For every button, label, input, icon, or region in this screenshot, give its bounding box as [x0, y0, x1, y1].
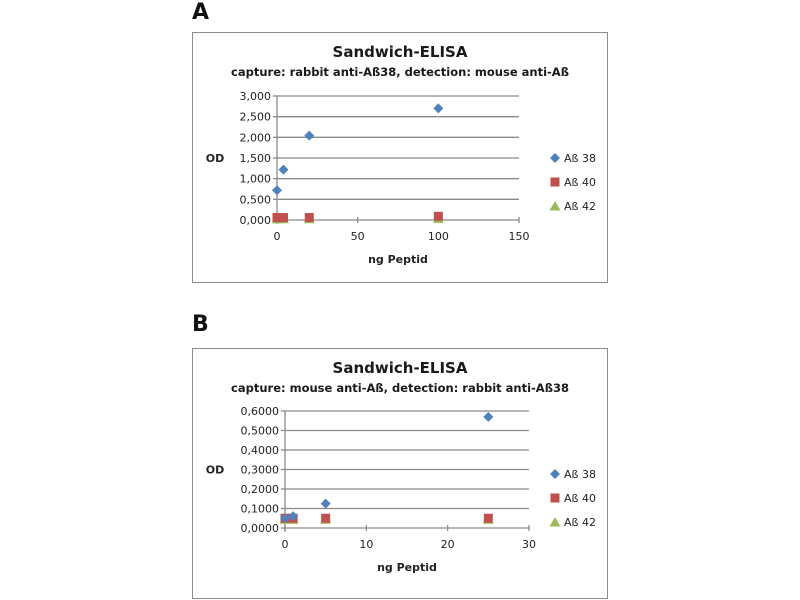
y-tick-label: 0,1000 [241, 503, 280, 516]
panel-label-b: B [192, 312, 209, 337]
legend-label: Aß 42 [564, 516, 596, 529]
data-point-aß40 [433, 211, 443, 221]
chart-subtitle: capture: rabbit anti-Aß38, detection: mo… [231, 65, 569, 79]
y-tick-label: 0,000 [240, 214, 272, 227]
data-point-aß38 [320, 498, 331, 509]
x-tick-label: 10 [359, 538, 373, 551]
legend-label: Aß 38 [564, 468, 596, 481]
scatter-chart-b: 0,0000 0,1000 0,2000 0,3000 0,4000 0,5000 0,60… [206, 405, 596, 574]
data-point-aß40 [274, 213, 284, 223]
y-tick-label: 2,000 [240, 131, 272, 144]
x-axis-label: ng Peptid [377, 561, 437, 574]
y-axis-label: OD [206, 152, 224, 165]
data-point-aß38 [483, 411, 494, 422]
legend-marker [550, 469, 560, 479]
data-point-aß40 [304, 213, 314, 223]
legend-marker [550, 493, 560, 503]
data-point-aß40 [483, 513, 493, 523]
x-tick-label: 50 [351, 230, 365, 243]
x-axis-label: ng Peptid [368, 253, 428, 266]
legend-label: Aß 38 [564, 152, 596, 165]
y-tick-label: 0,500 [240, 193, 272, 206]
legend-marker [550, 153, 560, 163]
legend-marker [549, 201, 561, 211]
x-tick-label: 30 [522, 538, 536, 551]
data-point-aß38 [278, 164, 289, 175]
legend-label: Aß 40 [564, 176, 596, 189]
y-tick-label: 0,3000 [241, 464, 280, 477]
chart-panel-b: Sandwich-ELISA capture: mouse anti-Aß, d… [192, 348, 608, 599]
y-tick-label: 3,000 [240, 90, 272, 103]
x-tick-label: 0 [282, 538, 289, 551]
data-point-aß38 [433, 103, 444, 114]
data-point-aß38 [272, 185, 282, 196]
y-tick-label: 0,0000 [241, 522, 280, 535]
y-tick-label: 0,2000 [241, 483, 280, 496]
scatter-chart-a: 0,000 0,500 1,000 1,500 2,000 2,500 3,000 0 50 10… [206, 90, 596, 266]
data-point-aß40 [321, 513, 331, 523]
legend-marker [549, 517, 561, 527]
panel-label-a: A [192, 0, 210, 25]
x-tick-label: 0 [274, 230, 281, 243]
data-point-aß38 [280, 513, 290, 524]
y-tick-label: 2,500 [240, 111, 272, 124]
x-tick-label: 20 [441, 538, 455, 551]
y-tick-label: 0,4000 [241, 444, 280, 457]
data-point-aß38 [304, 130, 315, 141]
chart-panel-a: Sandwich-ELISA capture: rabbit anti-Aß38… [192, 32, 608, 283]
data-point-aß40 [278, 213, 288, 223]
legend-marker [550, 177, 560, 187]
y-tick-label: 1,000 [240, 173, 272, 186]
y-tick-label: 0,6000 [241, 405, 280, 418]
chart-subtitle: capture: mouse anti-Aß, detection: rabbi… [231, 381, 569, 395]
chart-title: Sandwich-ELISA [332, 43, 468, 61]
x-tick-label: 100 [428, 230, 449, 243]
y-tick-label: 1,500 [240, 152, 272, 165]
data-point-aß38 [288, 511, 299, 522]
y-tick-label: 0,5000 [241, 425, 280, 438]
x-tick-label: 150 [509, 230, 530, 243]
legend-label: Aß 42 [564, 200, 596, 213]
y-axis-label: OD [206, 464, 224, 477]
chart-title: Sandwich-ELISA [332, 359, 468, 377]
legend-label: Aß 40 [564, 492, 596, 505]
